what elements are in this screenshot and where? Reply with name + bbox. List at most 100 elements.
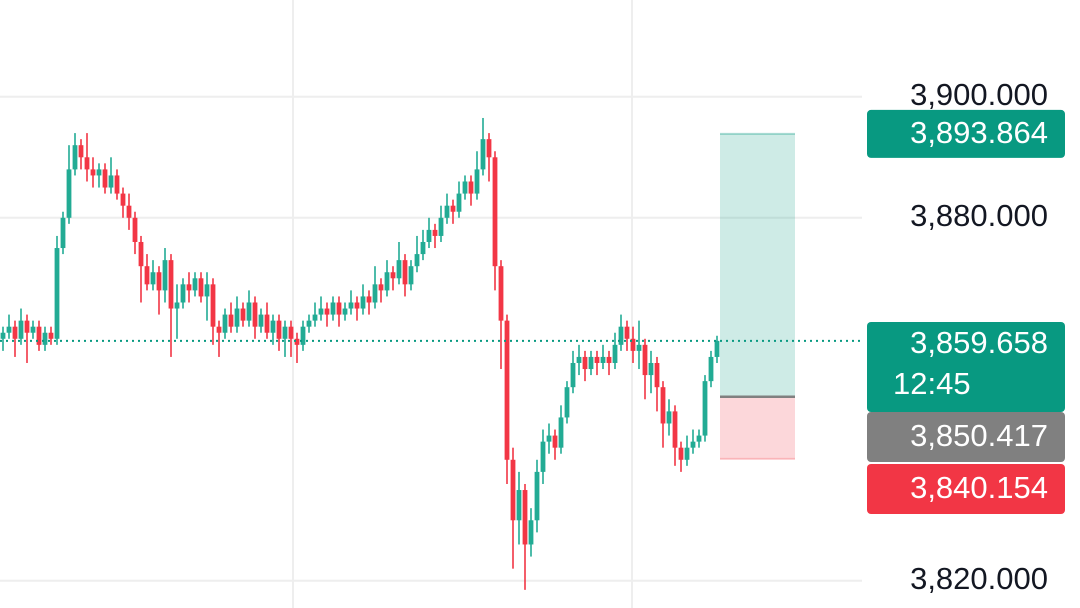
candle-body: [678, 447, 684, 460]
candle-body: [696, 435, 702, 442]
target-badge-label: 3,893.864: [910, 115, 1048, 150]
candle-body: [264, 314, 270, 333]
candle-body: [204, 284, 210, 297]
candle-body: [216, 326, 222, 333]
candle-body: [120, 193, 126, 206]
y-tick-label: 3,820.000: [910, 561, 1048, 596]
candle-body: [432, 229, 438, 236]
candle-body: [252, 302, 258, 327]
entry-badge: [867, 412, 1065, 462]
candle-body: [150, 272, 156, 285]
candle-body: [618, 326, 624, 345]
candle-body: [66, 169, 72, 218]
candle-body: [312, 314, 318, 321]
candle-body: [444, 205, 450, 218]
candle-body: [594, 356, 600, 363]
candle-body: [108, 175, 114, 188]
candle-body: [192, 278, 198, 291]
candle-body: [90, 169, 96, 176]
candle-body: [504, 320, 510, 460]
candle-body: [102, 169, 108, 188]
candle-body: [372, 284, 378, 303]
candle-body: [456, 193, 462, 212]
candle-body: [528, 520, 534, 545]
last-price-label: 3,859.658: [910, 325, 1048, 360]
candle-body: [36, 326, 42, 345]
candle-body: [534, 471, 540, 521]
candle-body: [396, 260, 402, 279]
candle-body: [78, 145, 84, 158]
candle-body: [600, 356, 606, 363]
candle-body: [468, 181, 474, 194]
candle-body: [234, 308, 240, 327]
candle-body: [462, 181, 468, 194]
profit-zone: [720, 133, 795, 397]
candle-body: [690, 441, 696, 448]
candle-body: [12, 326, 18, 339]
candle-body: [276, 320, 282, 339]
stop-badge-label: 3,840.154: [910, 470, 1048, 505]
y-tick-label: 3,900.000: [910, 77, 1048, 112]
candle-body: [570, 362, 576, 388]
candle-body: [354, 302, 360, 309]
candle-body: [486, 139, 492, 158]
entry-badge-label: 3,850.417: [910, 418, 1048, 453]
y-tick-label: 3,880.000: [910, 198, 1048, 233]
candle-body: [174, 302, 180, 309]
candle-body: [384, 272, 390, 291]
candle-body: [672, 411, 678, 448]
candle-body: [270, 320, 276, 333]
candle-body: [24, 320, 30, 333]
candle-body: [552, 435, 558, 448]
candle-body: [420, 241, 426, 255]
candle-body: [474, 169, 480, 194]
candle-body: [180, 284, 186, 303]
candle-body: [336, 302, 342, 315]
candle-body: [348, 302, 354, 309]
candle-body: [546, 435, 552, 442]
candle-body: [126, 205, 132, 218]
candle-body: [648, 362, 654, 376]
candle-body: [378, 284, 384, 291]
candle-body: [408, 266, 414, 285]
candle-body: [186, 284, 192, 291]
candle-body: [510, 459, 516, 521]
candle-body: [294, 338, 300, 345]
candle-body: [438, 217, 444, 236]
candle-body: [168, 260, 174, 309]
candle-body: [318, 308, 324, 315]
loss-zone: [720, 396, 795, 459]
candle-body: [222, 314, 228, 333]
candle-body: [516, 490, 522, 521]
candle-body: [660, 387, 666, 424]
candle-body: [342, 308, 348, 315]
candle-body: [6, 326, 12, 333]
candle-body: [300, 326, 306, 345]
candle-body: [138, 241, 144, 267]
candle-body: [18, 320, 24, 339]
candle-body: [582, 356, 588, 370]
candle-body: [402, 260, 408, 285]
candle-body: [246, 302, 252, 321]
candle-body: [390, 272, 396, 279]
candle-body: [522, 490, 528, 545]
candle-body: [708, 356, 714, 382]
candle-body: [288, 326, 294, 339]
candle-body: [414, 254, 420, 267]
candle-body: [576, 356, 582, 363]
candle-body: [42, 332, 48, 345]
candle-body: [360, 296, 366, 309]
candle-body: [132, 217, 138, 242]
candle-body: [324, 308, 330, 315]
candle-body: [30, 326, 36, 333]
candle-body: [666, 411, 672, 424]
candle-body: [240, 308, 246, 321]
candle-body: [684, 447, 690, 460]
countdown-label: 12:45: [893, 366, 971, 401]
candle-body: [702, 381, 708, 436]
target-badge: [867, 109, 1065, 158]
candle-body: [306, 320, 312, 327]
candle-body: [48, 332, 54, 339]
candle-body: [282, 326, 288, 339]
